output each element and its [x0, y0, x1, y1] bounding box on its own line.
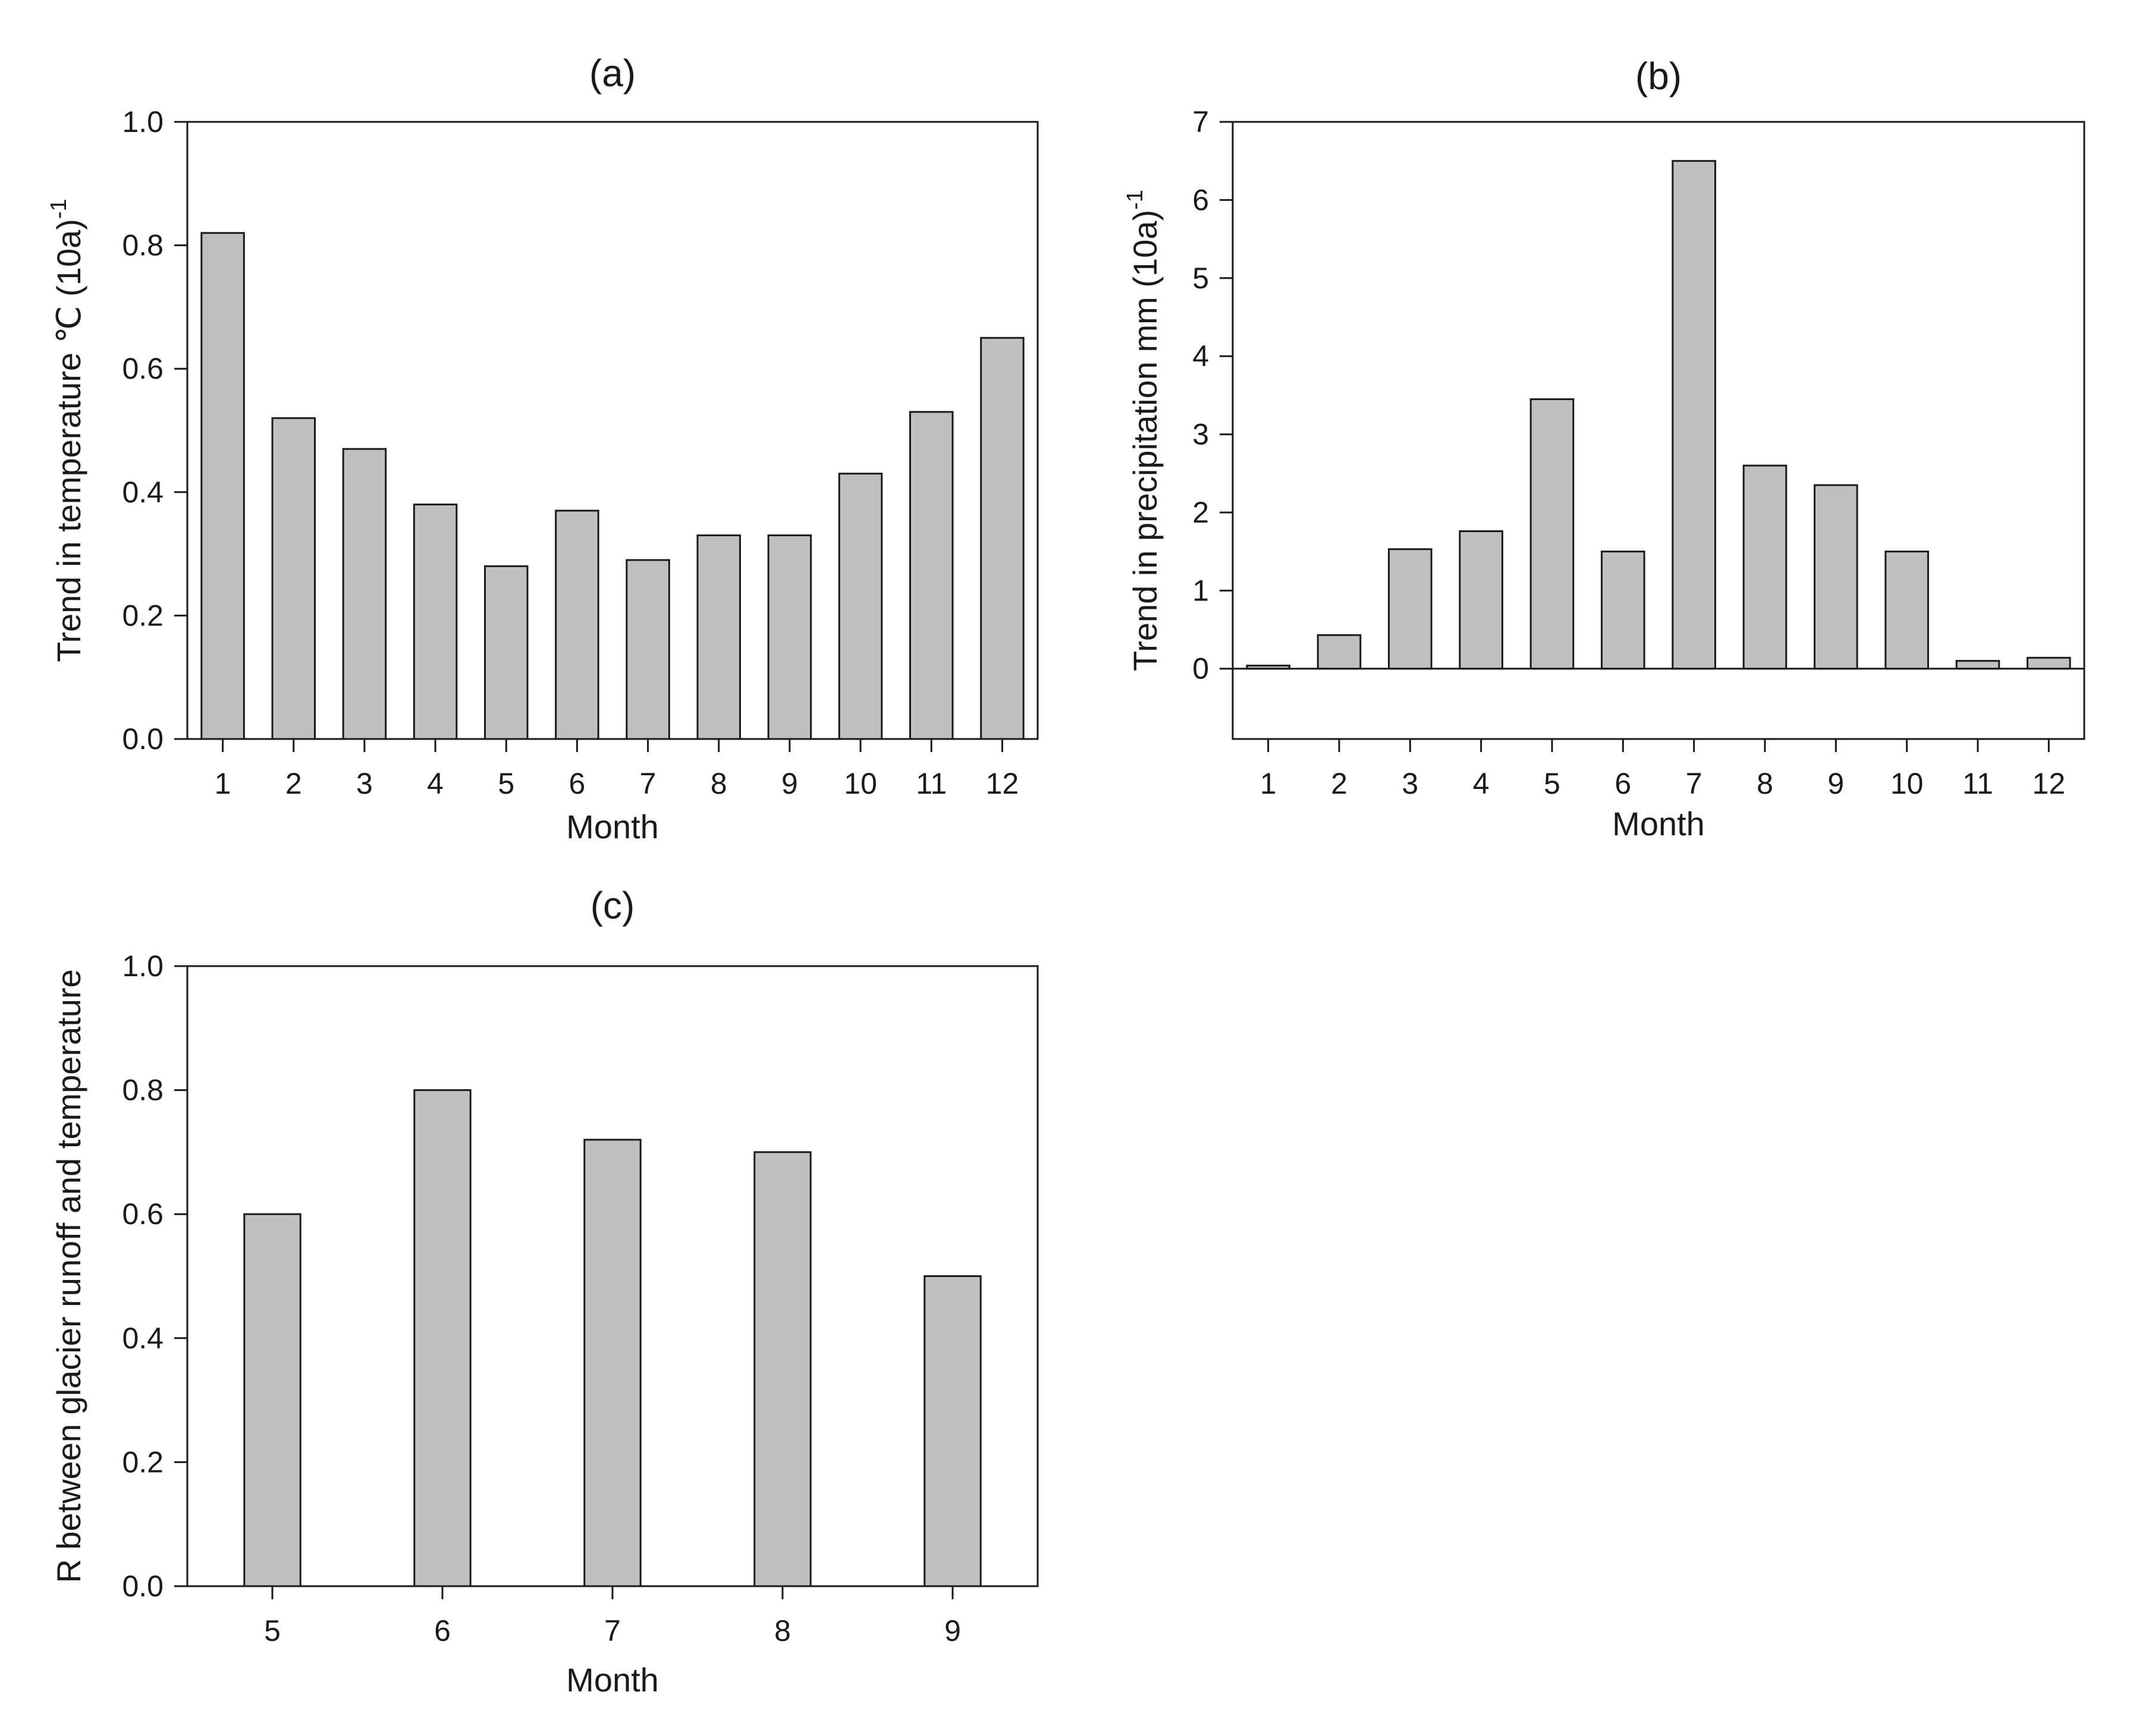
- bar-month-1: [200, 232, 245, 740]
- x-tick-label: 4: [1473, 767, 1490, 800]
- bar-month-5: [484, 565, 529, 740]
- plot-frame: [1232, 121, 2085, 740]
- y-tick-label: 0.0: [122, 1570, 164, 1603]
- x-tick-label: 9: [944, 1614, 961, 1647]
- x-tick-label: 6: [1614, 767, 1631, 800]
- x-tick-label: 8: [774, 1614, 791, 1647]
- x-tick-label: 4: [427, 767, 444, 800]
- y-axis-label-superscript: -1: [1123, 190, 1148, 210]
- bar-month-6: [555, 510, 599, 740]
- x-axis-label: Month: [566, 808, 659, 845]
- y-tick-label: 5: [1192, 262, 1209, 295]
- y-axis-label: Trend in temperature ℃ (10a)-1: [46, 199, 87, 662]
- y-tick-label: 0.8: [122, 229, 164, 262]
- x-tick-label: 12: [2033, 767, 2066, 800]
- x-tick-label: 11: [1962, 767, 1993, 800]
- x-tick-label: 5: [498, 767, 514, 800]
- bar-month-5: [243, 1213, 301, 1587]
- y-axis-label: R between glacier runoff and temperature: [50, 969, 87, 1583]
- x-tick-label: 1: [215, 767, 231, 800]
- bar-month-11: [909, 411, 954, 740]
- bar-month-7: [1672, 160, 1716, 670]
- y-axis-label-text: Trend in temperature ℃ (10a): [50, 219, 87, 662]
- bar-month-4: [1459, 530, 1503, 670]
- y-tick-label: 6: [1192, 183, 1209, 216]
- bar-month-2: [1317, 634, 1362, 670]
- y-tick-label: 0.2: [122, 1445, 164, 1479]
- plot-frame: [186, 121, 1039, 740]
- bar-month-5: [1529, 398, 1575, 670]
- y-axis-label-text: R between glacier runoff and temperature: [50, 969, 87, 1583]
- x-axis-label: Month: [566, 1661, 659, 1699]
- bar-month-7: [583, 1139, 642, 1587]
- bar-month-8: [753, 1151, 812, 1587]
- x-tick-label: 2: [285, 767, 302, 800]
- x-tick-label: 11: [916, 767, 947, 800]
- x-tick-label: 3: [356, 767, 373, 800]
- bar-month-10: [838, 473, 883, 740]
- x-tick-label: 10: [844, 767, 877, 800]
- y-axis-label-superscript: -1: [46, 199, 71, 219]
- y-tick-label: 7: [1192, 105, 1209, 139]
- x-tick-label: 3: [1402, 767, 1418, 800]
- x-tick-label: 8: [1757, 767, 1773, 800]
- panel-title: (b): [1635, 55, 1682, 98]
- bar-month-3: [342, 448, 387, 740]
- bar-month-7: [626, 559, 670, 740]
- bar-month-8: [696, 534, 741, 740]
- x-tick-label: 5: [264, 1614, 281, 1647]
- bar-month-6: [413, 1089, 472, 1587]
- bar-month-9: [767, 534, 812, 740]
- y-tick-label: 0.4: [122, 1322, 164, 1355]
- x-axis-label: Month: [1612, 805, 1705, 842]
- y-tick-label: 4: [1192, 339, 1209, 373]
- x-tick-label: 5: [1544, 767, 1560, 800]
- y-tick-label: 0.2: [122, 599, 164, 632]
- x-tick-label: 9: [781, 767, 798, 800]
- bar-month-10: [1884, 551, 1929, 670]
- panel-title: (c): [590, 884, 635, 927]
- x-tick-label: 1: [1260, 767, 1277, 800]
- bar-month-12: [980, 336, 1025, 740]
- y-tick-label: 0.8: [122, 1074, 164, 1107]
- x-tick-label: 9: [1827, 767, 1844, 800]
- x-tick-label: 8: [711, 767, 727, 800]
- x-tick-label: 12: [986, 767, 1019, 800]
- bar-month-8: [1742, 464, 1788, 670]
- y-tick-label: 1.0: [122, 105, 164, 139]
- chart-panel-3: (c) 0.0 0.2 0.4 0.6 0.8 1.0 5 6 7 8 9 Month R between…: [50, 884, 1039, 1699]
- panel-title: (a): [589, 52, 636, 95]
- x-tick-label: 10: [1890, 767, 1924, 800]
- bar-month-4: [413, 504, 458, 740]
- bar-month-6: [1601, 551, 1645, 670]
- y-tick-label: 0.4: [122, 476, 164, 509]
- bar-month-3: [1388, 548, 1433, 670]
- y-tick-label: 1: [1192, 574, 1209, 607]
- x-tick-label: 7: [1686, 767, 1702, 800]
- y-tick-label: 0.6: [122, 1197, 164, 1231]
- y-tick-label: 0.6: [122, 352, 164, 385]
- bar-month-11: [1955, 660, 2000, 670]
- bar-month-9: [923, 1275, 982, 1587]
- y-tick-label: 1.0: [122, 949, 164, 983]
- bar-month-12: [2027, 656, 2071, 670]
- chart-panel-1: (a)0.00.20.40.60.81.01 2 3 4 5 6 7 8 9 10 11 12Mont…: [46, 52, 1039, 845]
- y-axis-label-text: Trend in precipitation mm (10a): [1126, 210, 1164, 671]
- bar-month-9: [1814, 484, 1858, 670]
- y-tick-label: 0.0: [122, 722, 164, 756]
- x-tick-label: 7: [640, 767, 656, 800]
- y-tick-label: 3: [1192, 418, 1209, 451]
- x-tick-label: 6: [569, 767, 586, 800]
- y-tick-label: 0: [1192, 652, 1209, 685]
- x-tick-label: 7: [604, 1614, 621, 1647]
- x-tick-label: 2: [1331, 767, 1347, 800]
- y-tick-label: 2: [1192, 496, 1209, 529]
- y-axis-label: Trend in precipitation mm (10a)-1: [1123, 190, 1164, 671]
- x-tick-label: 6: [434, 1614, 451, 1647]
- bar-month-2: [271, 417, 316, 740]
